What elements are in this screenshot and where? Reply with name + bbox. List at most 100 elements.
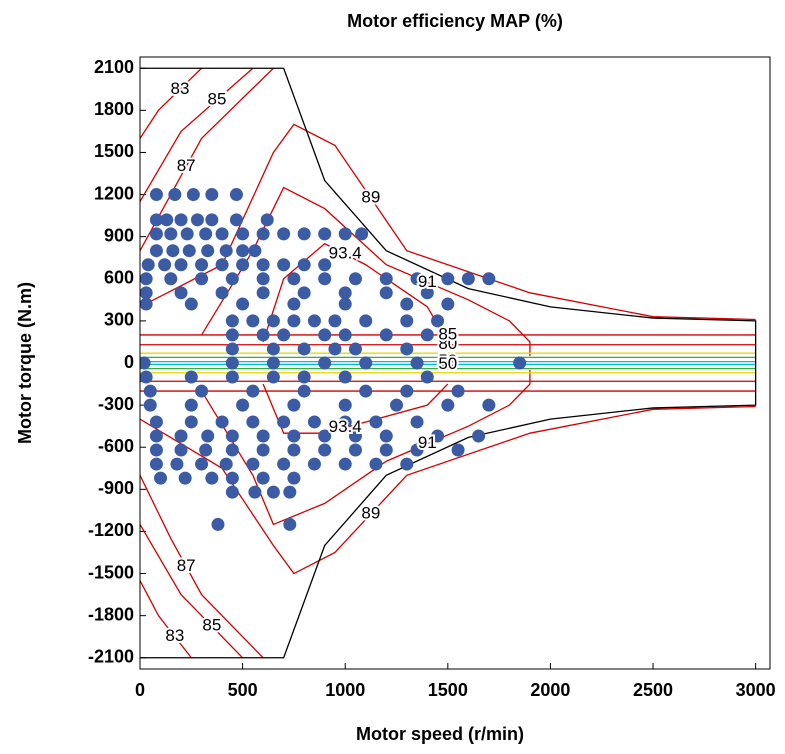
scatter-point	[184, 415, 198, 429]
scatter-point	[297, 370, 311, 384]
scatter-point	[283, 485, 297, 499]
scatter-point	[513, 356, 527, 370]
scatter-point	[174, 443, 188, 457]
scatter-point	[184, 370, 198, 384]
scatter-point	[143, 384, 157, 398]
contour-label: 85	[207, 89, 226, 108]
scatter-point	[266, 356, 280, 370]
scatter-point	[256, 272, 270, 286]
y-tick-label: -900	[98, 478, 134, 498]
y-axis-label: Motor torque (N.m)	[15, 282, 35, 444]
scatter-point	[277, 227, 291, 241]
scatter-point	[164, 272, 178, 286]
scatter-point	[451, 384, 465, 398]
y-tick-label: -2100	[88, 647, 134, 667]
scatter-point	[143, 398, 157, 412]
scatter-point	[287, 314, 301, 328]
x-tick-label: 1500	[428, 680, 468, 700]
scatter-point	[140, 297, 153, 311]
contour-line	[140, 580, 192, 659]
y-tick-label: 2100	[94, 57, 134, 77]
contour-label: 87	[177, 156, 196, 175]
y-tick-label: 0	[124, 352, 134, 372]
scatter-point	[215, 286, 229, 300]
scatter-point	[170, 457, 184, 471]
scatter-point	[166, 244, 180, 258]
scatter-point	[441, 297, 455, 311]
scatter-point	[225, 429, 239, 443]
scatter-point	[318, 443, 332, 457]
scatter-point	[190, 213, 204, 227]
scatter-point	[195, 272, 209, 286]
scatter-point	[149, 443, 163, 457]
scatter-point	[410, 356, 424, 370]
contour-line	[140, 524, 244, 659]
scatter-point	[369, 457, 383, 471]
scatter-point	[348, 272, 362, 286]
y-tick-label: 600	[104, 268, 134, 288]
scatter-point	[149, 457, 163, 471]
scatter-point	[149, 188, 163, 202]
scatter-point	[410, 443, 424, 457]
scatter-point	[201, 429, 215, 443]
scatter-point	[431, 429, 445, 443]
contour-label: 50	[438, 351, 457, 370]
scatter-point	[379, 286, 393, 300]
scatter-point	[160, 213, 174, 227]
scatter-point	[359, 356, 373, 370]
scatter-point	[225, 443, 239, 457]
scatter-point	[256, 443, 270, 457]
scatter-point	[297, 286, 311, 300]
x-tick-label: 2500	[633, 680, 673, 700]
scatter-point	[420, 286, 434, 300]
scatter-point	[287, 429, 301, 443]
contour-label: 85	[202, 616, 221, 635]
scatter-point	[338, 457, 352, 471]
scatter-point	[410, 272, 424, 286]
x-axis-label: Motor speed (r/min)	[356, 724, 524, 744]
contour-label: 91	[418, 272, 437, 291]
scatter-point	[338, 398, 352, 412]
plot-area	[140, 57, 770, 669]
scatter-point	[225, 342, 239, 356]
scatter-point	[140, 286, 153, 300]
scatter-point	[297, 342, 311, 356]
scatter-point	[277, 258, 291, 272]
x-tick-label: 500	[228, 680, 258, 700]
scatter-point	[225, 370, 239, 384]
scatter-point	[199, 443, 213, 457]
scatter-point	[461, 272, 475, 286]
scatter-point	[287, 297, 301, 311]
scatter-point	[178, 471, 192, 485]
scatter-point	[225, 314, 239, 328]
scatter-point	[482, 398, 496, 412]
scatter-point	[287, 272, 301, 286]
scatter-point	[182, 244, 196, 258]
scatter-point	[174, 429, 188, 443]
contour-line	[262, 242, 449, 343]
scatter-point	[420, 370, 434, 384]
scatter-point	[348, 429, 362, 443]
scatter-point	[236, 398, 250, 412]
scatter-point	[140, 272, 153, 286]
scatter-point	[236, 244, 250, 258]
scatter-point	[283, 517, 297, 531]
scatter-point	[205, 471, 219, 485]
scatter-point	[236, 227, 250, 241]
scatter-point	[318, 227, 332, 241]
envelope-line	[140, 67, 757, 659]
scatter-point	[225, 471, 239, 485]
contour-label: 85	[438, 324, 457, 343]
contour-label: 89	[361, 188, 380, 207]
y-tick-label: -1200	[88, 520, 134, 540]
scatter-point	[236, 258, 250, 272]
contour-label: 91	[418, 433, 437, 452]
scatter-point	[256, 429, 270, 443]
contour-label: 83	[171, 79, 190, 98]
contour-label: 50	[438, 354, 457, 373]
scatter-point	[441, 398, 455, 412]
scatter-point	[225, 356, 239, 370]
scatter-point	[236, 297, 250, 311]
scatter-point	[359, 384, 373, 398]
